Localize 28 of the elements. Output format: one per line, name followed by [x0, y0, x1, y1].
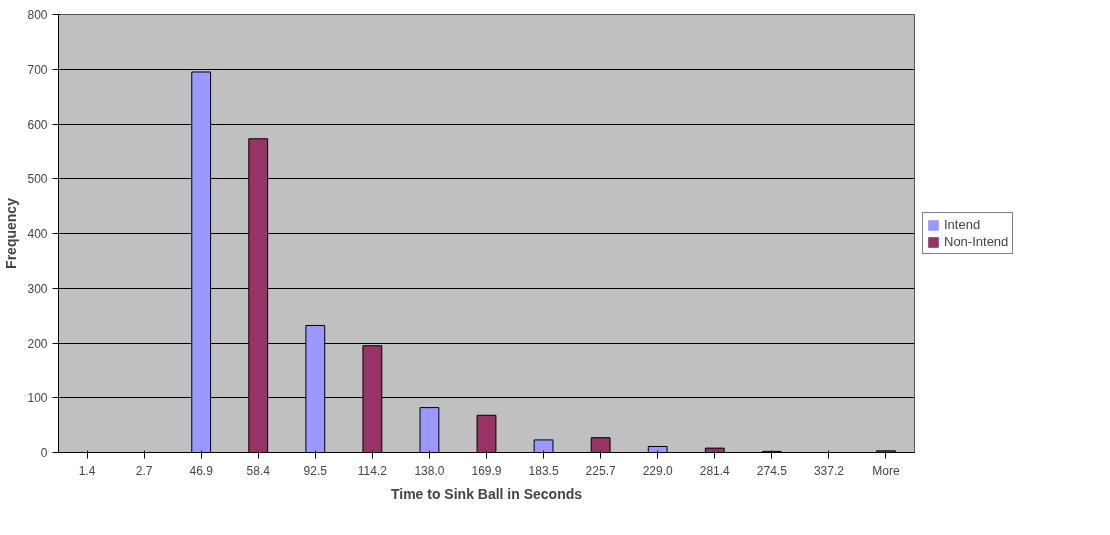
y-tick-label: 500 — [27, 172, 48, 187]
y-tick-label: 700 — [27, 62, 48, 77]
x-tick-label: 114.2 — [357, 463, 388, 478]
x-tick-label: 337.2 — [813, 463, 845, 478]
x-tick-label: 274.5 — [756, 463, 788, 478]
y-tick-label: 200 — [27, 336, 48, 351]
x-tick-label: 281.4 — [699, 463, 731, 478]
x-tick-label: 225.7 — [585, 463, 616, 478]
y-tick-label: 600 — [27, 117, 48, 132]
x-axis-title: Time to Sink Ball in Seconds — [390, 485, 583, 502]
x-tick-label: 58.4 — [246, 463, 271, 478]
y-tick-label: 0 — [40, 446, 48, 460]
x-tick-label: 229.0 — [642, 463, 674, 478]
y-tick-label: 800 — [27, 8, 48, 22]
y-tick-label: 400 — [27, 227, 48, 241]
x-tick-label: 46.9 — [189, 463, 214, 478]
x-tick-label: 2.7 — [135, 463, 153, 478]
legend-label: Non-Intend — [944, 234, 1009, 249]
legend-label: Intend — [944, 217, 981, 232]
x-tick-label: 169.9 — [471, 463, 502, 478]
x-tick-label: 1.4 — [78, 463, 96, 478]
x-tick-label: 138.0 — [414, 463, 445, 478]
y-axis-title: Frequency — [3, 197, 20, 269]
y-tick-label: 100 — [27, 391, 48, 406]
x-tick-label: More — [872, 463, 900, 478]
x-tick-label: 183.5 — [528, 463, 559, 478]
y-tick-label: 300 — [27, 281, 48, 296]
x-tick-label: 92.5 — [303, 463, 328, 478]
